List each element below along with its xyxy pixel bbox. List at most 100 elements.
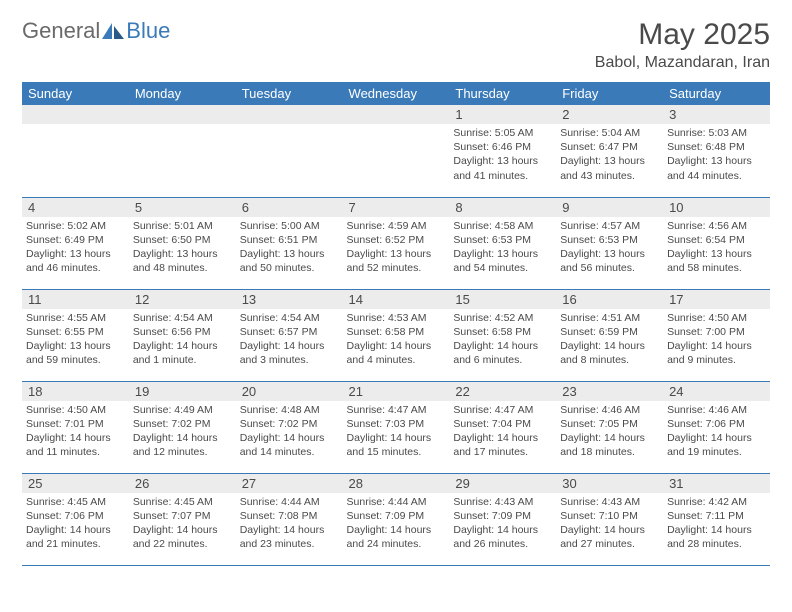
daylight-text: Daylight: 14 hours and 27 minutes.	[560, 523, 659, 551]
day-number: 19	[129, 382, 236, 401]
daylight-text: Daylight: 13 hours and 46 minutes.	[26, 247, 125, 275]
day-details: Sunrise: 4:47 AMSunset: 7:04 PMDaylight:…	[449, 401, 556, 462]
sunset-text: Sunset: 7:04 PM	[453, 417, 552, 431]
daylight-text: Daylight: 14 hours and 18 minutes.	[560, 431, 659, 459]
calendar-day-cell: 12Sunrise: 4:54 AMSunset: 6:56 PMDayligh…	[129, 289, 236, 381]
calendar-day-cell: 17Sunrise: 4:50 AMSunset: 7:00 PMDayligh…	[663, 289, 770, 381]
daylight-text: Daylight: 14 hours and 9 minutes.	[667, 339, 766, 367]
sunrise-text: Sunrise: 4:57 AM	[560, 219, 659, 233]
sunset-text: Sunset: 6:51 PM	[240, 233, 339, 247]
daylight-text: Daylight: 14 hours and 23 minutes.	[240, 523, 339, 551]
sunset-text: Sunset: 7:06 PM	[667, 417, 766, 431]
daylight-text: Daylight: 13 hours and 48 minutes.	[133, 247, 232, 275]
day-number: 8	[449, 198, 556, 217]
day-number	[129, 105, 236, 124]
calendar-day-cell: 16 Sunrise: 4:51 AMSunset: 6:59 PMDayligh…	[556, 289, 663, 381]
sunrise-text: Sunrise: 4:44 AM	[240, 495, 339, 509]
sunrise-text: Sunrise: 4:55 AM	[26, 311, 125, 325]
daylight-text: Daylight: 14 hours and 12 minutes.	[133, 431, 232, 459]
day-details: Sunrise: 5:01 AMSunset: 6:50 PMDaylight:…	[129, 217, 236, 278]
sunrise-text: Sunrise: 4:43 AM	[560, 495, 659, 509]
day-number: 10	[663, 198, 770, 217]
daylight-text: Daylight: 13 hours and 56 minutes.	[560, 247, 659, 275]
sunrise-text: Sunrise: 4:44 AM	[347, 495, 446, 509]
sunrise-text: Sunrise: 4:47 AM	[453, 403, 552, 417]
day-number: 30	[556, 474, 663, 493]
month-title: May 2025	[595, 18, 770, 52]
daylight-text: Daylight: 14 hours and 8 minutes.	[560, 339, 659, 367]
calendar-day-cell: 24Sunrise: 4:46 AMSunset: 7:06 PMDayligh…	[663, 381, 770, 473]
day-details: Sunrise: 4:50 AMSunset: 7:01 PMDaylight:…	[22, 401, 129, 462]
day-details: Sunrise: 4:58 AMSunset: 6:53 PMDaylight:…	[449, 217, 556, 278]
calendar-day-cell: 15Sunrise: 4:52 AMSunset: 6:58 PMDayligh…	[449, 289, 556, 381]
day-details: Sunrise: 4:52 AMSunset: 6:58 PMDaylight:…	[449, 309, 556, 370]
day-number: 16	[556, 290, 663, 309]
sunset-text: Sunset: 7:07 PM	[133, 509, 232, 523]
weekday-header: Monday	[129, 82, 236, 105]
day-number: 2	[556, 105, 663, 124]
sunrise-text: Sunrise: 5:01 AM	[133, 219, 232, 233]
sunrise-text: Sunrise: 4:46 AM	[560, 403, 659, 417]
daylight-text: Daylight: 14 hours and 1 minute.	[133, 339, 232, 367]
day-details: Sunrise: 4:59 AMSunset: 6:52 PMDaylight:…	[343, 217, 450, 278]
day-details: Sunrise: 5:04 AMSunset: 6:47 PMDaylight:…	[556, 124, 663, 185]
sunset-text: Sunset: 6:58 PM	[453, 325, 552, 339]
sunrise-text: Sunrise: 5:05 AM	[453, 126, 552, 140]
day-details: Sunrise: 4:54 AMSunset: 6:56 PMDaylight:…	[129, 309, 236, 370]
day-details: Sunrise: 5:03 AMSunset: 6:48 PMDaylight:…	[663, 124, 770, 185]
sunrise-text: Sunrise: 4:42 AM	[667, 495, 766, 509]
brand-text-1: General	[22, 18, 100, 44]
weekday-header: Tuesday	[236, 82, 343, 105]
weekday-header-row: Sunday Monday Tuesday Wednesday Thursday…	[22, 82, 770, 105]
sunset-text: Sunset: 6:50 PM	[133, 233, 232, 247]
sunrise-text: Sunrise: 4:46 AM	[667, 403, 766, 417]
day-number	[22, 105, 129, 124]
daylight-text: Daylight: 14 hours and 19 minutes.	[667, 431, 766, 459]
location-text: Babol, Mazandaran, Iran	[595, 54, 770, 72]
day-number: 23	[556, 382, 663, 401]
sunset-text: Sunset: 7:01 PM	[26, 417, 125, 431]
daylight-text: Daylight: 13 hours and 43 minutes.	[560, 154, 659, 182]
sunset-text: Sunset: 7:00 PM	[667, 325, 766, 339]
daylight-text: Daylight: 13 hours and 58 minutes.	[667, 247, 766, 275]
calendar-day-cell	[129, 105, 236, 197]
sunset-text: Sunset: 7:02 PM	[240, 417, 339, 431]
calendar-day-cell: 10Sunrise: 4:56 AMSunset: 6:54 PMDayligh…	[663, 197, 770, 289]
calendar-day-cell: 13Sunrise: 4:54 AMSunset: 6:57 PMDayligh…	[236, 289, 343, 381]
calendar-body: 1Sunrise: 5:05 AMSunset: 6:46 PMDaylight…	[22, 105, 770, 565]
day-number: 22	[449, 382, 556, 401]
day-details: Sunrise: 4:45 AMSunset: 7:06 PMDaylight:…	[22, 493, 129, 554]
calendar-day-cell: 23 Sunrise: 4:46 AMSunset: 7:05 PMDayligh…	[556, 381, 663, 473]
day-number: 4	[22, 198, 129, 217]
day-details	[22, 124, 129, 128]
day-details: Sunrise: 4:42 AMSunset: 7:11 PMDaylight:…	[663, 493, 770, 554]
day-number: 6	[236, 198, 343, 217]
daylight-text: Daylight: 13 hours and 54 minutes.	[453, 247, 552, 275]
day-details: Sunrise: 4:43 AMSunset: 7:10 PMDaylight:…	[556, 493, 663, 554]
daylight-text: Daylight: 13 hours and 50 minutes.	[240, 247, 339, 275]
calendar-day-cell: 26Sunrise: 4:45 AMSunset: 7:07 PMDayligh…	[129, 473, 236, 565]
sunrise-text: Sunrise: 4:54 AM	[240, 311, 339, 325]
calendar-day-cell: 28Sunrise: 4:44 AMSunset: 7:09 PMDayligh…	[343, 473, 450, 565]
sunset-text: Sunset: 6:49 PM	[26, 233, 125, 247]
sunset-text: Sunset: 7:08 PM	[240, 509, 339, 523]
day-number: 1	[449, 105, 556, 124]
calendar-day-cell: 31Sunrise: 4:42 AMSunset: 7:11 PMDayligh…	[663, 473, 770, 565]
daylight-text: Daylight: 13 hours and 44 minutes.	[667, 154, 766, 182]
sunset-text: Sunset: 6:55 PM	[26, 325, 125, 339]
calendar-day-cell: 5Sunrise: 5:01 AMSunset: 6:50 PMDaylight…	[129, 197, 236, 289]
sunset-text: Sunset: 7:06 PM	[26, 509, 125, 523]
sunset-text: Sunset: 7:05 PM	[560, 417, 659, 431]
day-details	[129, 124, 236, 128]
day-details: Sunrise: 4:46 AMSunset: 7:06 PMDaylight:…	[663, 401, 770, 462]
calendar-day-cell: 7Sunrise: 4:59 AMSunset: 6:52 PMDaylight…	[343, 197, 450, 289]
daylight-text: Daylight: 14 hours and 28 minutes.	[667, 523, 766, 551]
calendar-week-row: 1Sunrise: 5:05 AMSunset: 6:46 PMDaylight…	[22, 105, 770, 197]
sunset-text: Sunset: 6:59 PM	[560, 325, 659, 339]
day-number: 9	[556, 198, 663, 217]
page-header: General Blue May 2025 Babol, Mazandaran,…	[22, 18, 770, 72]
sunset-text: Sunset: 6:47 PM	[560, 140, 659, 154]
day-details: Sunrise: 4:48 AMSunset: 7:02 PMDaylight:…	[236, 401, 343, 462]
calendar-day-cell: 30Sunrise: 4:43 AMSunset: 7:10 PMDayligh…	[556, 473, 663, 565]
sunrise-text: Sunrise: 4:51 AM	[560, 311, 659, 325]
